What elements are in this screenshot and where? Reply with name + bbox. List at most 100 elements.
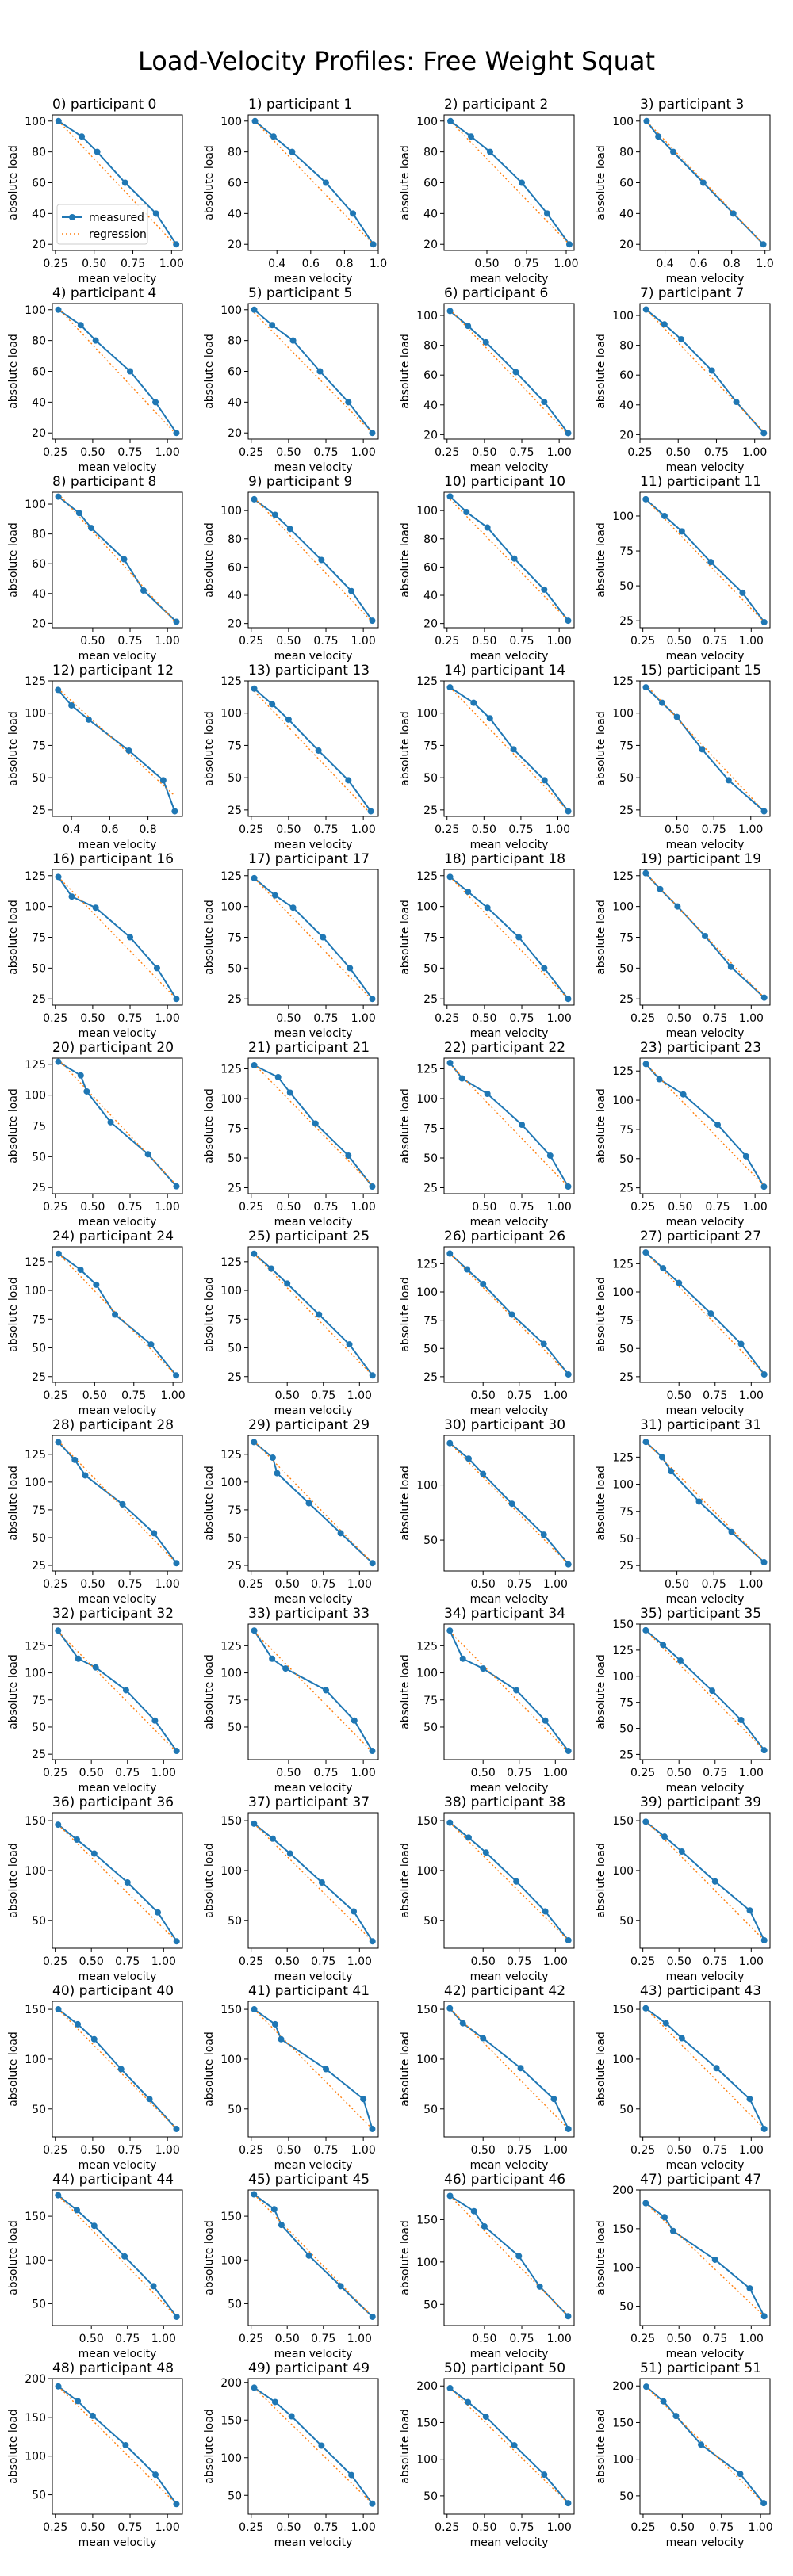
y-axis-label: absolute load [7, 1277, 20, 1352]
measured-line [645, 1063, 765, 1187]
x-tick-label: 0.75 [313, 635, 338, 648]
x-tick-label: 0.25 [43, 1767, 67, 1779]
y-tick-label: 75 [228, 1123, 242, 1136]
measured-line [57, 2008, 178, 2130]
measured-point [271, 2398, 278, 2406]
regression-line [254, 312, 373, 434]
measured-point [707, 1310, 714, 1317]
measured-point [79, 133, 86, 140]
x-tick-label: 0.75 [509, 2333, 534, 2345]
y-tick-label: 80 [619, 147, 634, 159]
x-tick-label: 0.25 [630, 1767, 655, 1779]
x-tick-label: 0.25 [43, 258, 67, 270]
measured-point [465, 1455, 472, 1462]
plot-frame [247, 2001, 379, 2138]
regression-line [645, 1630, 765, 1751]
x-tick-label: 1.0 [370, 258, 387, 270]
y-tick-label: 50 [423, 2490, 438, 2503]
y-tick-label: 20 [228, 239, 242, 251]
y-tick-label: 100 [25, 1285, 46, 1298]
y-tick-label: 50 [619, 2301, 634, 2314]
y-tick-label: 50 [423, 1915, 438, 1928]
y-axis-label: absolute load [203, 1466, 216, 1541]
x-tick-label: 1.00 [151, 1767, 176, 1779]
measured-point [55, 1058, 62, 1065]
measured-point [760, 2125, 768, 2132]
measured-point [676, 1279, 683, 1286]
y-axis-label: absolute load [399, 1088, 412, 1164]
subplot-title: 3) participant 3 [640, 97, 744, 113]
measured-point [269, 1454, 276, 1462]
measured-point [68, 893, 75, 900]
measured-point [173, 241, 180, 248]
measured-point [565, 1183, 572, 1190]
subplot-27: 27) participant 27 0.50 0.75 1.00 25 50 75 100 1… [595, 1229, 771, 1417]
plot-frame [639, 2378, 771, 2515]
x-tick-label: 0.50 [276, 446, 301, 459]
subplot-46: 46) participant 46 0.50 0.75 1.00 50 100 150 me… [399, 2172, 575, 2360]
plot-frame [247, 1057, 379, 1194]
measured-point [173, 2501, 180, 2508]
measured-point [742, 1152, 749, 1160]
x-tick-label: 0.25 [630, 1955, 655, 1968]
x-axis-label: mean velocity [79, 2159, 157, 2172]
x-tick-label: 0.50 [668, 1201, 692, 1213]
measured-point [727, 963, 734, 970]
measured-point [746, 2096, 753, 2103]
measured-point [350, 210, 357, 217]
y-tick-label: 50 [32, 1722, 46, 1734]
y-tick-label: 100 [25, 2254, 46, 2267]
x-axis-label: mean velocity [79, 1593, 157, 1606]
subplot-32: 32) participant 32 0.25 0.50 0.75 1.00 25 50 75… [7, 1606, 183, 1794]
measured-point [315, 747, 322, 754]
y-tick-label: 40 [619, 399, 634, 412]
measured-point [146, 2096, 153, 2103]
regression-line [450, 1064, 569, 1187]
y-tick-label: 50 [619, 1343, 634, 1355]
plot-frame [639, 2001, 771, 2138]
measured-point [482, 338, 489, 346]
measured-point [540, 1340, 547, 1347]
x-tick-label: 1.00 [547, 2521, 572, 2534]
y-tick-label: 50 [423, 1152, 438, 1165]
x-axis-label: mean velocity [470, 1782, 549, 1794]
subplot-title: 21) participant 21 [248, 1040, 370, 1056]
y-tick-label: 100 [25, 304, 46, 317]
measured-point [94, 148, 101, 155]
x-tick-label: 0.75 [703, 1012, 727, 1025]
measured-line [449, 2387, 569, 2504]
measured-point [147, 1341, 155, 1348]
subplot-34: 34) participant 34 0.50 0.75 1.00 50 75 100 125… [399, 1606, 575, 1794]
y-axis-label: absolute load [595, 1654, 607, 1729]
x-tick-label: 0.4 [656, 258, 673, 270]
measured-point [678, 336, 685, 343]
x-tick-label: 0.50 [276, 1201, 301, 1213]
measured-point [707, 559, 714, 566]
y-tick-label: 80 [423, 340, 438, 353]
measured-point [55, 686, 62, 694]
y-tick-label: 75 [32, 1313, 46, 1326]
subplot-title: 13) participant 13 [248, 663, 370, 678]
x-axis-label: mean velocity [666, 1216, 745, 1229]
y-tick-label: 25 [32, 1560, 46, 1573]
x-tick-label: 0.50 [80, 1578, 105, 1591]
measured-line [57, 2194, 178, 2318]
measured-point [565, 808, 572, 815]
measured-point [508, 1500, 515, 1508]
measured-point [73, 2207, 80, 2214]
measured-point [55, 117, 62, 124]
plot-frame [443, 680, 575, 817]
x-axis-label: mean velocity [666, 839, 745, 851]
measured-point [369, 1748, 376, 1755]
x-tick-label: 0.25 [435, 824, 459, 836]
y-tick-label: 150 [220, 2004, 242, 2016]
y-axis-label: absolute load [595, 711, 607, 786]
regression-line [646, 1063, 764, 1187]
x-tick-label: 1.00 [739, 2144, 764, 2157]
x-tick-label: 0.50 [80, 446, 105, 459]
measured-point [642, 869, 649, 877]
measured-point [92, 1664, 99, 1671]
measured-point [55, 493, 62, 500]
y-tick-label: 25 [32, 1749, 46, 1761]
measured-point [318, 556, 325, 564]
